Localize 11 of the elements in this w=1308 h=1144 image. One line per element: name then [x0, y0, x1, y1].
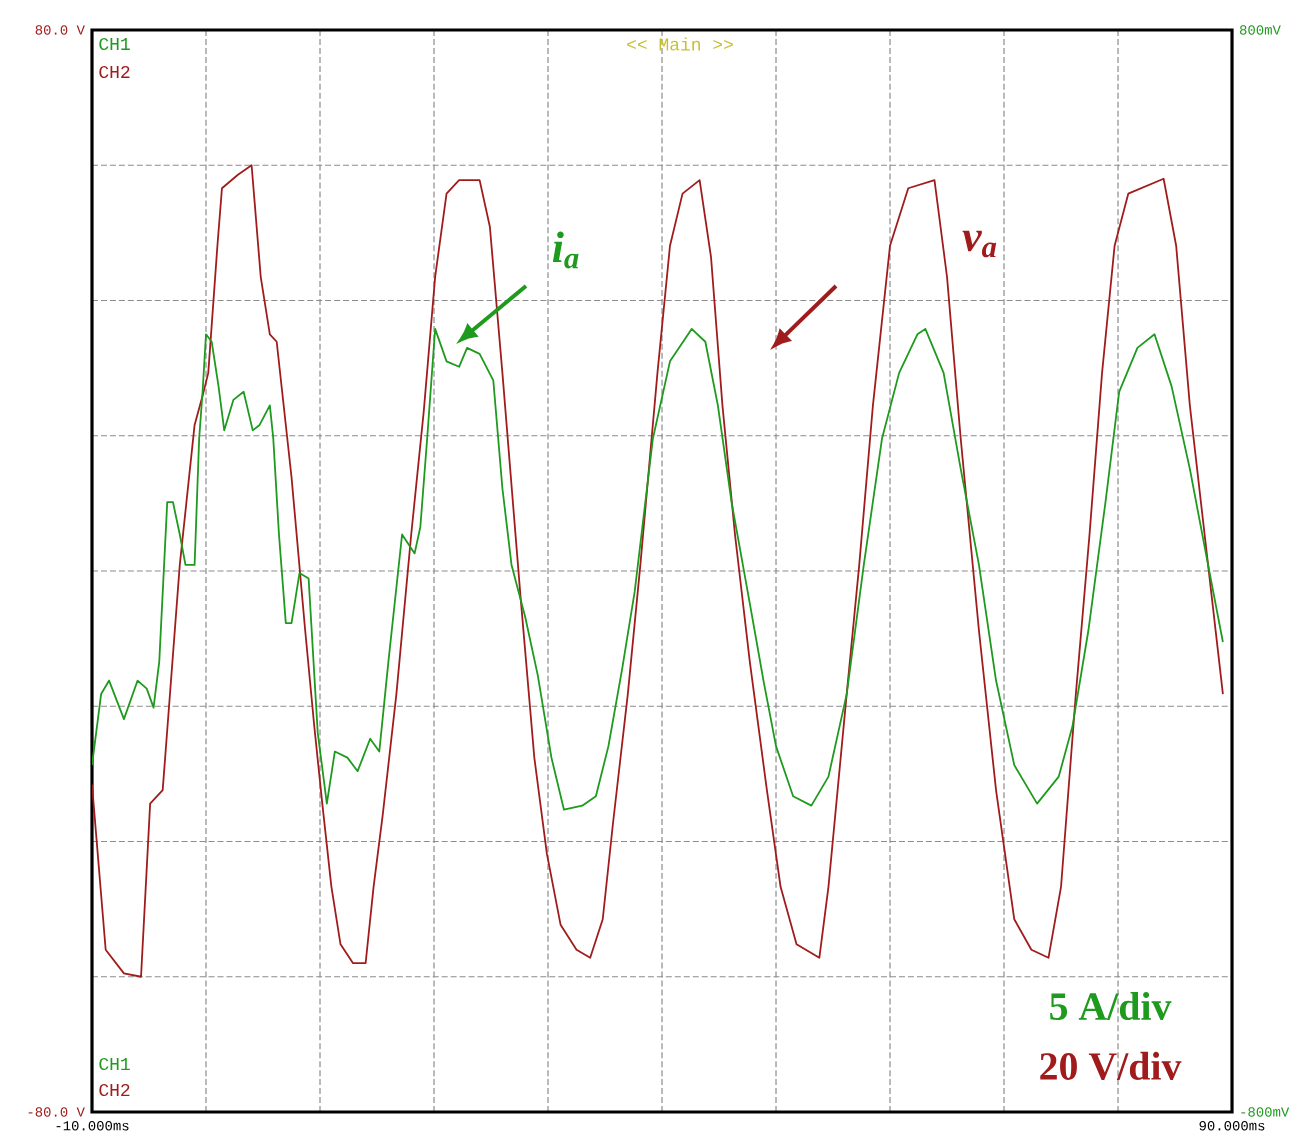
- annotation: i$_{a}$: [552, 231, 579, 269]
- text: CH1: [99, 37, 130, 51]
- annotation: 5 A/div: [1050, 991, 1172, 1020]
- text: CH1: [99, 1057, 130, 1071]
- line-series: [92, 328, 1224, 811]
- text: CH2: [99, 1083, 130, 1097]
- annotation: << Main >>: [627, 37, 733, 51]
- text: CH2: [99, 65, 130, 79]
- annotation: 20 V/div: [1040, 1051, 1182, 1081]
- line-series: [92, 164, 1224, 978]
- annotation: v$_{a}$: [962, 230, 997, 258]
